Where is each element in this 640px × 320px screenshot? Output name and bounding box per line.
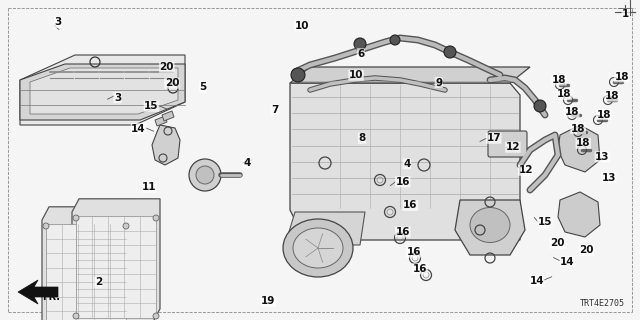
Ellipse shape (293, 228, 343, 268)
Text: 10: 10 (349, 70, 364, 80)
Polygon shape (285, 212, 365, 245)
Text: TRT4E2705: TRT4E2705 (580, 299, 625, 308)
Polygon shape (558, 192, 600, 237)
Text: 18: 18 (557, 89, 572, 100)
Text: 18: 18 (576, 138, 591, 148)
Text: 17: 17 (486, 133, 501, 143)
Text: 18: 18 (596, 109, 611, 120)
Text: 18: 18 (614, 72, 629, 82)
Polygon shape (558, 125, 600, 172)
Text: 4: 4 (403, 159, 411, 169)
Text: 20: 20 (164, 78, 179, 88)
Polygon shape (18, 280, 58, 304)
Text: 16: 16 (406, 247, 421, 257)
Ellipse shape (196, 166, 214, 184)
Circle shape (73, 313, 79, 319)
Text: 18: 18 (571, 124, 586, 134)
Polygon shape (20, 64, 185, 120)
Text: 13: 13 (595, 152, 610, 162)
Text: 19: 19 (261, 296, 275, 307)
Circle shape (73, 215, 79, 221)
Circle shape (444, 46, 456, 58)
Text: 20: 20 (159, 62, 174, 72)
Text: 3: 3 (114, 92, 121, 103)
Polygon shape (46, 224, 126, 320)
Text: 9: 9 (435, 77, 442, 88)
Ellipse shape (189, 159, 221, 191)
Circle shape (153, 313, 159, 319)
Polygon shape (20, 55, 185, 125)
Text: FR.: FR. (42, 292, 60, 302)
Text: 15: 15 (538, 217, 552, 228)
Circle shape (43, 223, 49, 229)
Text: 1: 1 (622, 9, 629, 20)
Polygon shape (290, 83, 520, 240)
Polygon shape (162, 111, 174, 121)
Text: 18: 18 (564, 107, 579, 117)
Ellipse shape (283, 219, 353, 277)
Text: 13: 13 (602, 172, 616, 183)
Text: 6: 6 (357, 49, 364, 59)
Text: 14: 14 (131, 124, 146, 134)
Polygon shape (30, 68, 178, 114)
Text: 10: 10 (294, 20, 309, 31)
Text: 4: 4 (243, 157, 251, 168)
Text: 18: 18 (605, 91, 620, 101)
Text: 14: 14 (560, 257, 575, 267)
Circle shape (123, 223, 129, 229)
Polygon shape (72, 199, 160, 320)
Text: 7: 7 (271, 105, 278, 115)
Text: 16: 16 (396, 177, 410, 187)
Text: 2: 2 (95, 277, 102, 287)
Text: 15: 15 (144, 101, 159, 111)
Text: 14: 14 (529, 276, 544, 286)
Polygon shape (76, 216, 156, 318)
Circle shape (291, 68, 305, 82)
Text: 8: 8 (358, 133, 365, 143)
Polygon shape (155, 116, 167, 126)
Circle shape (153, 215, 159, 221)
Text: 16: 16 (396, 227, 410, 237)
Circle shape (390, 35, 400, 45)
Text: 12: 12 (506, 142, 520, 152)
Text: 3: 3 (54, 17, 61, 28)
Polygon shape (42, 207, 130, 320)
Text: 12: 12 (518, 165, 533, 175)
Polygon shape (290, 67, 530, 83)
Text: 16: 16 (413, 264, 428, 274)
FancyBboxPatch shape (488, 131, 527, 157)
Text: 11: 11 (142, 182, 157, 192)
Circle shape (534, 100, 546, 112)
Circle shape (354, 38, 366, 50)
Polygon shape (152, 125, 180, 165)
Text: 16: 16 (403, 200, 418, 211)
Text: 20: 20 (550, 238, 564, 248)
Text: 20: 20 (579, 245, 594, 255)
Text: 18: 18 (552, 75, 566, 85)
Ellipse shape (470, 207, 510, 243)
Text: 5: 5 (200, 82, 207, 92)
Polygon shape (455, 200, 525, 255)
